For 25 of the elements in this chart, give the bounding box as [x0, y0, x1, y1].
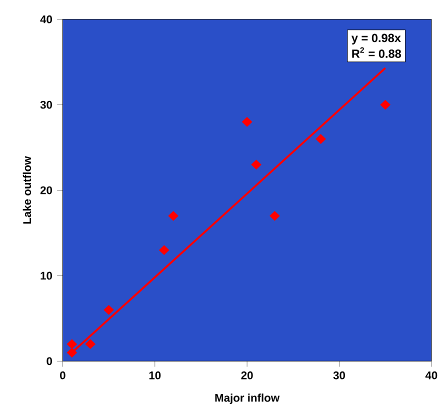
- point: [380, 100, 390, 110]
- y-tick-label: 40: [40, 15, 52, 24]
- x-tick-label: 30: [333, 371, 345, 380]
- y-tick-label: 20: [40, 186, 52, 194]
- point: [168, 210, 178, 221]
- point: [159, 245, 170, 255]
- y-tick-label: 0: [46, 357, 52, 365]
- point: [270, 210, 280, 221]
- annotation: y = 0.98x: [351, 34, 401, 44]
- y-tick-label: 30: [40, 100, 52, 109]
- y-axis-title: Lake outflow: [22, 156, 32, 224]
- point: [66, 339, 78, 349]
- point: [85, 339, 96, 349]
- x-tick-label: 0: [60, 371, 66, 380]
- x-tick-label: 10: [149, 371, 161, 380]
- x-tick-label: 20: [241, 371, 253, 380]
- x-tick-label: 40: [425, 371, 438, 380]
- y-tick-label: 10: [40, 272, 52, 280]
- x-axis-title: Major inflow: [215, 393, 280, 404]
- point: [66, 348, 78, 358]
- point: [104, 304, 114, 315]
- point: [251, 160, 262, 170]
- point: [242, 116, 252, 127]
- annotation: R$^{2}$ = 0.88: [352, 47, 402, 58]
- point: [316, 134, 326, 144]
